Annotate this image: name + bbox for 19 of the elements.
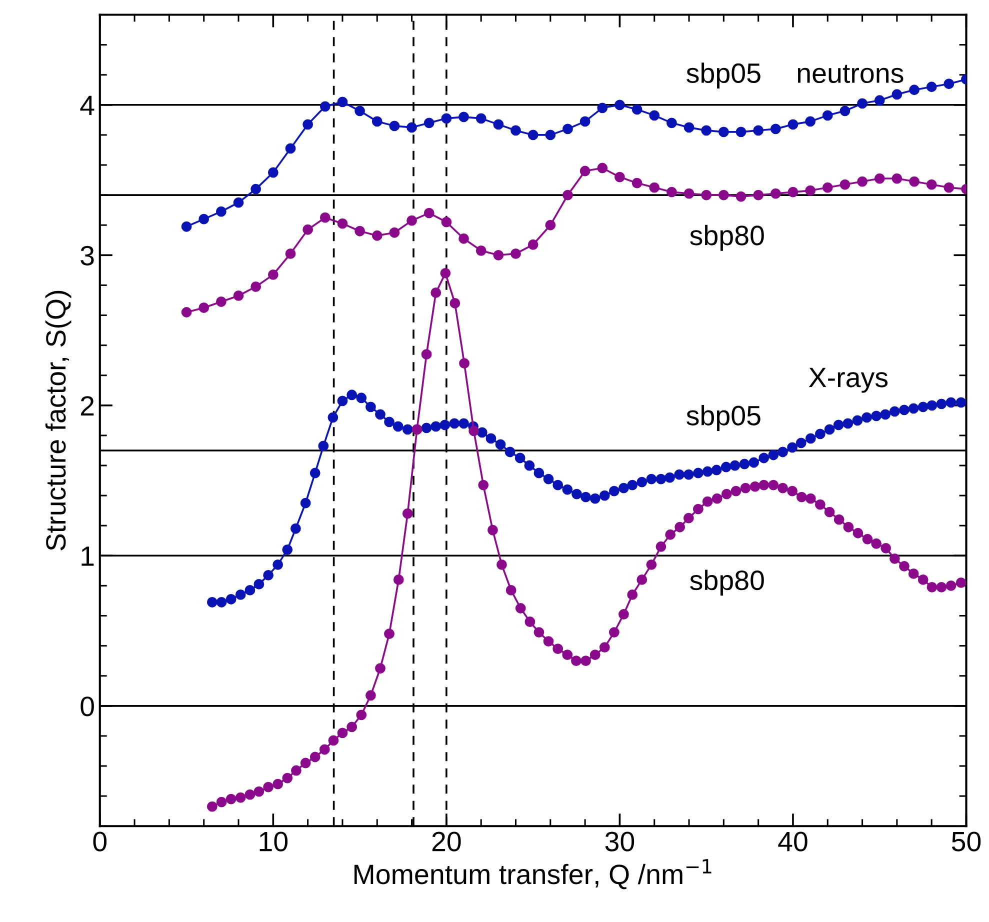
y-tick-label: 1 (82, 546, 94, 566)
annotation: sbp80 (690, 570, 764, 596)
y-tick-label: 4 (80, 96, 94, 115)
annotation: X-rays (808, 368, 888, 393)
x-tick-label: 20 (432, 832, 461, 852)
y-tick-label: 3 (80, 246, 94, 266)
x-tick-label: 10 (260, 832, 288, 852)
x-axis-title: Momentum transfer, Q /nm$^{−1}$ (354, 859, 712, 890)
annotation: sbp05 (686, 62, 760, 89)
x-tick-label: 40 (778, 832, 808, 852)
annotation: neutrons (798, 64, 904, 84)
y-tick-label: 2 (80, 396, 94, 416)
y-axis-title: Structure factor, S(Q) (45, 290, 72, 550)
x-tick-label: 30 (605, 832, 634, 852)
annotation: sbp80 (690, 224, 764, 251)
annotation: sbp05 (686, 405, 760, 431)
y-tick-label: 0 (80, 696, 94, 716)
x-tick-label: 50 (952, 832, 981, 852)
x-tick-label: 0 (93, 832, 107, 852)
